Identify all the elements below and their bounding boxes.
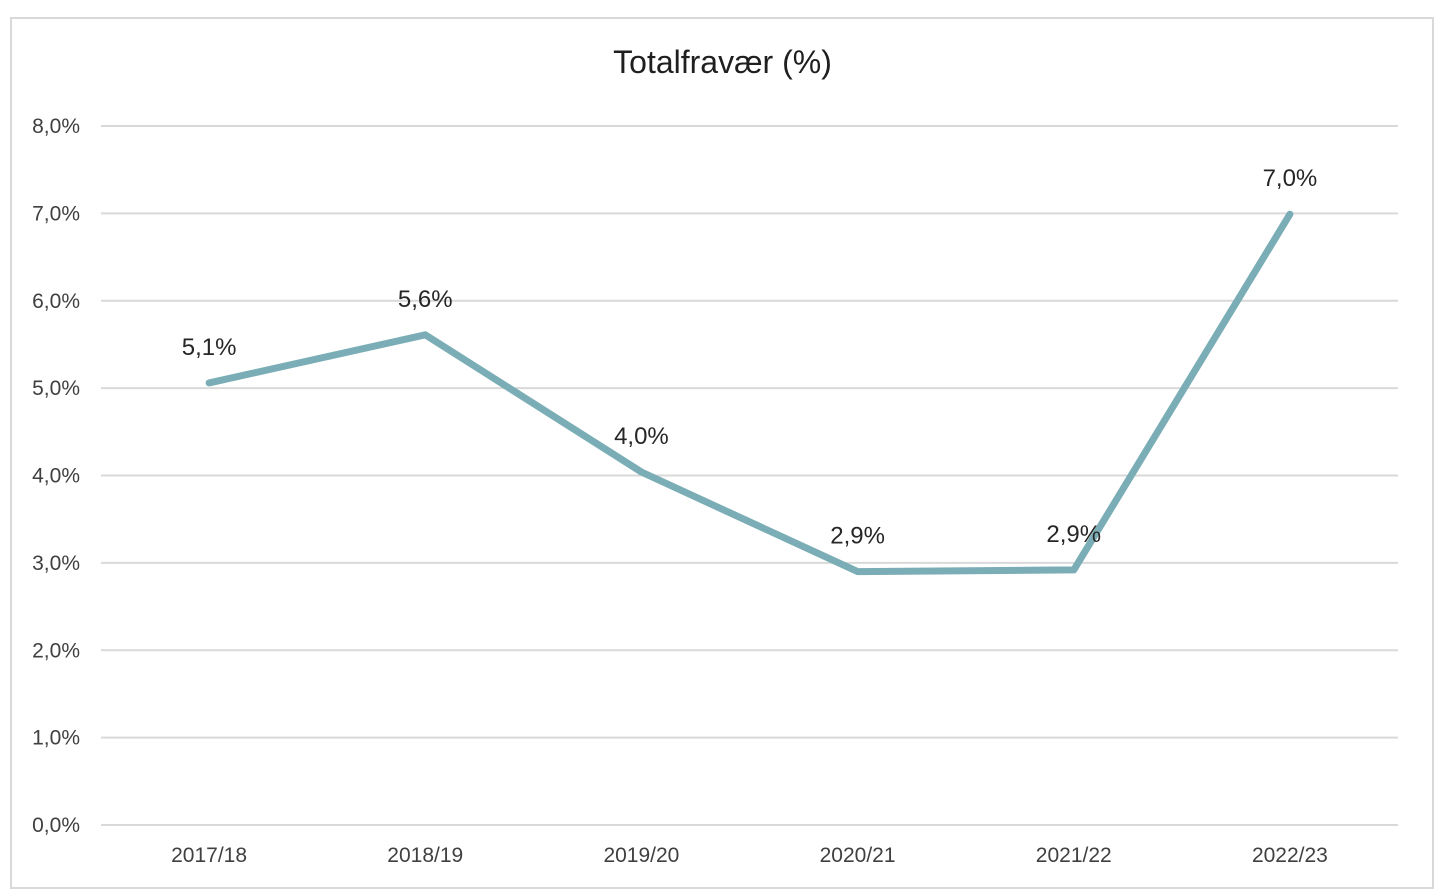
x-tick-label: 2019/20 [603, 844, 679, 867]
chart-title: Totalfravær (%) [613, 44, 832, 80]
y-tick-label: 0,0% [32, 814, 80, 837]
y-tick-label: 2,0% [32, 639, 80, 662]
x-tick-label: 2017/18 [171, 844, 247, 867]
series-lines [205, 210, 1294, 576]
y-tick-label: 3,0% [32, 552, 80, 575]
data-label: 7,0% [1263, 165, 1318, 192]
x-tick-label: 2018/19 [387, 844, 463, 867]
data-label: 5,1% [182, 334, 237, 361]
y-tick-label: 6,0% [32, 290, 80, 313]
chart-frame [10, 17, 1434, 889]
data-label: 4,0% [614, 423, 669, 450]
y-tick-label: 7,0% [32, 202, 80, 225]
series-line [205, 210, 1294, 576]
y-tick-label: 4,0% [32, 465, 80, 488]
data-label: 5,6% [398, 286, 453, 313]
y-tick-label: 1,0% [32, 727, 80, 750]
x-axis-ticks: 2017/18 2018/19 2019/20 2020/21 2021/22 2022/… [171, 844, 1328, 867]
x-tick-label: 2020/21 [820, 844, 896, 867]
gridlines [101, 125, 1398, 826]
data-label: 2,9% [1046, 521, 1101, 548]
y-tick-label: 5,0% [32, 377, 80, 400]
data-labels: 5,1% 5,6% 4,0% 2,9% 2,9% 7,0% [182, 165, 1318, 549]
x-tick-label: 2021/22 [1036, 844, 1112, 867]
y-tick-label: 8,0% [32, 115, 80, 138]
y-axis-ticks: 0,0% 1,0% 2,0% 3,0% 4,0% 5,0% 6,0% 7,0% 8,0% [32, 115, 80, 837]
data-label: 2,9% [830, 523, 885, 550]
x-tick-label: 2022/23 [1252, 844, 1328, 867]
